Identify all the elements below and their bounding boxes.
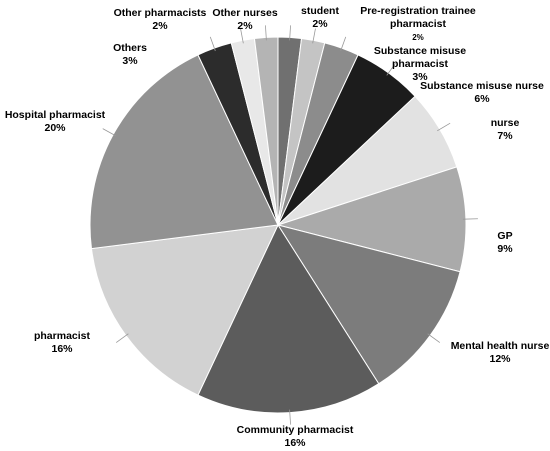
value-label: 6%: [474, 93, 490, 105]
slice-label: GP 9%: [485, 230, 525, 256]
leader-line: [265, 25, 267, 41]
category-label: Mental health nurse: [450, 340, 550, 352]
value-label: 2%: [412, 33, 424, 42]
value-label: 2%: [237, 20, 253, 32]
category-label: nurse: [490, 117, 520, 129]
category-label: GP: [497, 230, 513, 242]
slice-label: pharmacist 16%: [22, 330, 102, 356]
leader-line: [386, 62, 396, 76]
category-label: Pre-registration trainee pharmacist: [360, 5, 476, 30]
leader-line: [427, 333, 441, 343]
leader-line: [209, 36, 216, 52]
category-label: Substance misuse pharmacist: [373, 45, 467, 70]
value-label: 20%: [44, 122, 66, 134]
category-label: Other nurses: [212, 7, 278, 19]
slice-label: nurse 7%: [485, 117, 525, 143]
slice-label: Other nurses 2%: [205, 7, 285, 33]
value-label: 16%: [51, 343, 73, 355]
category-label: student: [301, 5, 339, 17]
value-label: 16%: [284, 437, 306, 449]
slice-label: Community pharmacist 16%: [230, 424, 360, 450]
category-label: Others: [113, 42, 147, 54]
slice-label: Other pharmacists 2%: [110, 7, 210, 33]
value-label: 3%: [122, 55, 138, 67]
category-label: pharmacist: [33, 330, 91, 342]
slice-label: Substance misuse nurse 6%: [412, 80, 550, 106]
value-label: 9%: [497, 243, 513, 255]
slice-label: Pre-registration trainee pharmacist 2%: [353, 5, 483, 44]
category-label: Other pharmacists: [113, 7, 207, 19]
value-label: 2%: [152, 20, 168, 32]
category-label: Community pharmacist: [236, 424, 354, 436]
leader-line: [289, 409, 291, 425]
category-label: Substance misuse nurse: [420, 80, 544, 92]
value-label: 3%: [412, 71, 428, 83]
value-label: 2%: [312, 18, 328, 30]
leader-line: [312, 28, 316, 44]
category-label: Hospital pharmacist: [4, 109, 106, 121]
value-label: 12%: [489, 353, 511, 365]
slice-label: student 2%: [290, 5, 350, 31]
leader-line: [437, 122, 451, 132]
slice-label: Substance misuse pharmacist 3%: [345, 45, 495, 84]
slice-label: Others 3%: [105, 42, 155, 68]
leader-line: [289, 25, 291, 41]
leader-line: [240, 28, 244, 44]
leader-line: [102, 128, 117, 137]
slice-label: Mental health nurse 12%: [440, 340, 550, 366]
leader-line: [115, 333, 129, 343]
leader-line: [340, 36, 347, 52]
slice-label: Hospital pharmacist 20%: [0, 109, 110, 135]
value-label: 7%: [497, 130, 513, 142]
